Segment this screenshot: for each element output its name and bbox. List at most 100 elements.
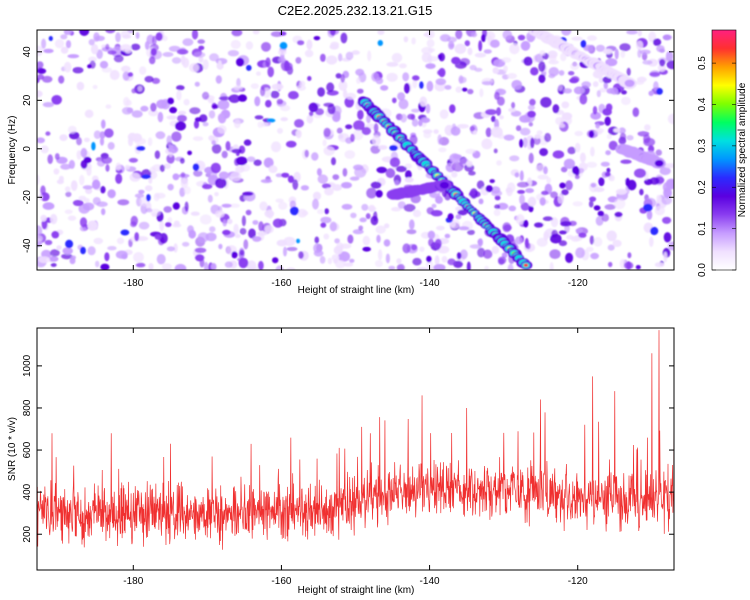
heatmap-cell: [330, 41, 340, 48]
heatmap-cell: [606, 133, 612, 140]
heatmap-cell: [278, 49, 287, 56]
y-tick-label: 600: [22, 441, 33, 458]
colorbar-tick-label: 0.1: [697, 221, 708, 235]
heatmap-cell: [447, 213, 454, 221]
heatmap-cell: [134, 137, 147, 145]
heatmap-cell: [375, 225, 386, 234]
heatmap-cell: [290, 206, 299, 216]
heatmap-cell: [378, 145, 388, 150]
heatmap-cell: [198, 45, 205, 51]
heatmap-cell: [180, 178, 189, 189]
heatmap-cell: [519, 127, 531, 136]
heatmap-cell: [58, 75, 65, 84]
heatmap-cell: [159, 164, 165, 172]
heatmap-cell: [131, 110, 143, 118]
heatmap-cell: [484, 265, 489, 270]
heatmap-cell: [37, 137, 45, 144]
heatmap-cell: [586, 161, 598, 168]
heatmap-cell: [265, 99, 272, 108]
heatmap-cell: [471, 32, 477, 38]
heatmap-cell: [666, 60, 674, 70]
heatmap-cell: [86, 166, 92, 177]
heatmap-cell: [258, 260, 264, 270]
heatmap-cell: [491, 190, 503, 197]
heatmap-cell: [242, 191, 254, 196]
heatmap-cell: [107, 50, 117, 55]
x-tick-label: -180: [123, 278, 143, 289]
heatmap-cell: [166, 246, 175, 252]
heatmap-panel: -180 -160 -140 -120 -40 -20 0 20 40 Height of s…: [7, 29, 675, 296]
heatmap-cell: [248, 265, 259, 270]
heatmap-cell: [208, 135, 215, 141]
heatmap-cell: [366, 187, 377, 199]
heatmap-cell: [222, 229, 231, 236]
heatmap-cell: [304, 49, 314, 58]
heatmap-cell: [60, 34, 68, 40]
y-tick-label: 1000: [22, 354, 33, 377]
heatmap-cell: [467, 229, 475, 235]
heatmap-cell: [667, 113, 674, 125]
heatmap-cell: [494, 204, 501, 209]
heatmap-cell: [253, 159, 262, 166]
heatmap-cell: [637, 131, 650, 137]
heatmap-cell: [105, 30, 116, 34]
heatmap-cell: [99, 60, 109, 69]
heatmap-cell: [509, 43, 520, 55]
heatmap-cell: [333, 245, 343, 255]
heatmap-cell: [93, 32, 100, 42]
heatmap-y-ticks: -40 -20 0 20 40: [22, 46, 674, 253]
heatmap-cell: [201, 183, 213, 190]
heatmap-cell: [590, 252, 599, 260]
snr-series-line: [37, 330, 674, 550]
heatmap-cell: [560, 166, 568, 173]
snr-y-ticks: 200 400 600 800 1000: [22, 354, 674, 543]
heatmap-cell: [101, 67, 113, 73]
heatmap-cell: [654, 159, 664, 167]
heatmap-cell: [426, 255, 432, 263]
heatmap-cell: [47, 154, 53, 165]
heatmap-cell: [272, 218, 284, 228]
heatmap-cell: [79, 174, 85, 186]
heatmap-cell: [561, 112, 573, 121]
heatmap-cell: [211, 140, 216, 146]
heatmap-cell: [603, 81, 608, 90]
heatmap-cell: [639, 49, 651, 55]
heatmap-cell: [583, 44, 594, 52]
snr-x-label: Height of straight line (km): [298, 585, 415, 596]
heatmap-cell: [298, 251, 304, 259]
heatmap-cell: [138, 189, 145, 194]
heatmap-cell: [275, 173, 284, 178]
heatmap-cell: [589, 235, 595, 245]
heatmap-cell: [341, 203, 353, 210]
heatmap-cell: [503, 65, 508, 73]
heatmap-cell: [277, 127, 283, 134]
heatmap-cells: [37, 30, 674, 270]
heatmap-cell: [656, 194, 662, 203]
heatmap-cell: [371, 135, 381, 147]
heatmap-cell: [192, 136, 204, 142]
heatmap-cell: [105, 164, 110, 172]
heatmap-cell: [559, 182, 566, 189]
heatmap-cell: [345, 124, 353, 130]
heatmap-cell: [236, 77, 241, 88]
heatmap-cell: [208, 98, 214, 104]
heatmap-cell: [581, 81, 591, 88]
heatmap-cell: [561, 30, 572, 36]
heatmap-cell: [425, 260, 434, 269]
heatmap-cell: [566, 234, 574, 240]
heatmap-cell: [403, 36, 409, 43]
heatmap-cell: [426, 80, 434, 92]
heatmap-cell: [357, 88, 364, 94]
heatmap-cell: [316, 168, 322, 176]
heatmap-cell: [283, 246, 287, 257]
heatmap-cell: [120, 229, 130, 236]
heatmap-cell: [579, 152, 586, 163]
heatmap-cell: [49, 256, 59, 262]
heatmap-cell: [202, 59, 209, 70]
heatmap-cell: [87, 64, 92, 69]
colorbar-tick-label: 0.4: [697, 97, 708, 111]
heatmap-cell: [423, 32, 433, 37]
heatmap-cell: [618, 127, 626, 134]
heatmap-cell: [560, 52, 567, 62]
heatmap-cell: [451, 161, 464, 172]
